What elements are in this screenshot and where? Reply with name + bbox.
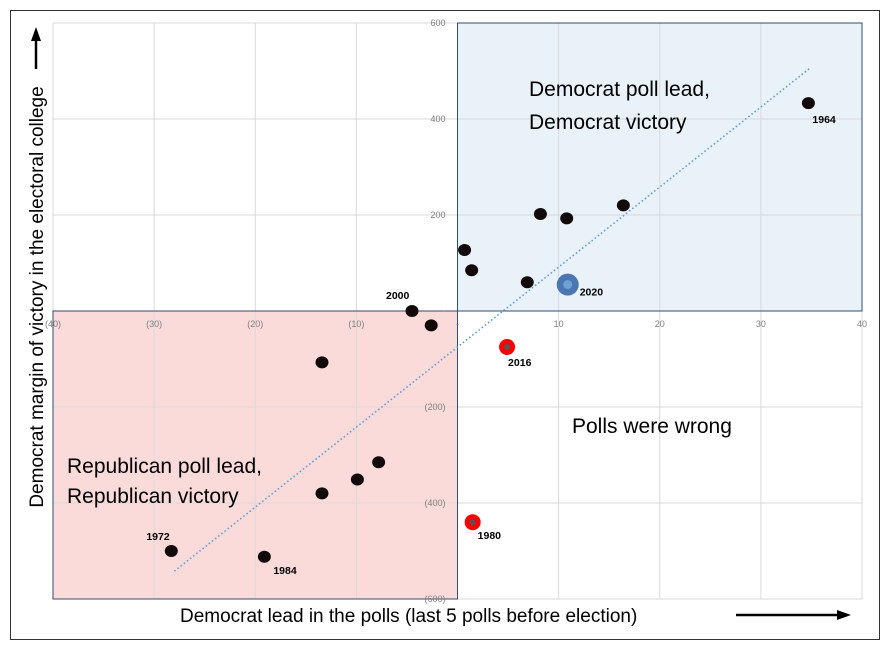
x-tick-label-6: 20	[655, 319, 665, 329]
dem-region-label-line2: Democrat victory	[529, 111, 687, 134]
point-14	[315, 487, 329, 500]
y-tick-label-3: -	[443, 306, 446, 316]
point-11	[315, 356, 329, 369]
y-tick-label-1: 400	[430, 114, 445, 124]
point-label-2020: 2020	[580, 287, 604, 299]
labels-layer: Democrat poll lead, Democrat victory Rep…	[27, 78, 732, 627]
y-axis-title: Democrat margin of victory in the electo…	[27, 86, 48, 507]
point-label-1972: 1972	[146, 531, 170, 543]
point-6	[520, 276, 534, 289]
rep-region-border	[52, 310, 458, 600]
y-tick-label-2: 200	[430, 210, 445, 220]
x-tick-label-2: (20)	[247, 319, 263, 329]
rep-region-label-line2: Republican victory	[67, 485, 239, 508]
point-label-2016: 2016	[508, 357, 532, 369]
y-tick-label-6: (600)	[424, 594, 445, 604]
x-tick-label-7: 30	[756, 319, 766, 329]
polls-wrong-annotation: Polls were wrong	[572, 415, 732, 438]
point-2	[533, 208, 547, 221]
point-5	[465, 264, 479, 277]
grid-layer	[52, 22, 863, 600]
point-12	[372, 456, 386, 469]
point-3	[560, 212, 574, 225]
point-label-1980: 1980	[478, 530, 502, 542]
trendline	[173, 67, 810, 572]
point-2020-inner	[563, 280, 573, 290]
point-label-1964: 1964	[812, 114, 836, 126]
chart-frame: (40) (30) (20) (10) - 10 20 30 40 600 400 200 - (200)…	[10, 10, 880, 640]
y-tick-label-0: 600	[430, 18, 445, 28]
point-1972	[164, 545, 178, 557]
point-1964	[801, 97, 815, 110]
y-tick-label-5: (400)	[424, 498, 445, 508]
tick-labels: (40) (30) (20) (10) - 10 20 30 40 600 400 200 - (200)…	[45, 18, 867, 604]
point-1984	[257, 550, 271, 563]
x-tick-label-5: 10	[554, 319, 564, 329]
x-axis-arrow	[736, 610, 851, 620]
x-tick-label-4: -	[456, 319, 459, 329]
x-tick-label-0: (40)	[45, 319, 61, 329]
points-layer: 1964 2020 2000 2016 1980 1972 1984	[146, 97, 836, 577]
rep-region-label-line1: Republican poll lead,	[67, 455, 262, 478]
dem-region-label-line1: Democrat poll lead,	[529, 78, 710, 101]
x-tick-label-1: (30)	[146, 319, 162, 329]
x-axis-title: Democrat lead in the polls (last 5 polls…	[180, 606, 637, 627]
y-tick-label-4: (200)	[424, 402, 445, 412]
scatter-chart: (40) (30) (20) (10) - 10 20 30 40 600 400 200 - (200)…	[27, 18, 867, 627]
point-13	[350, 473, 364, 486]
point-1980-inner	[469, 519, 476, 526]
point-2000	[405, 305, 419, 317]
point-9	[424, 319, 438, 332]
x-tick-label-3: (10)	[348, 319, 364, 329]
point-label-1984: 1984	[273, 565, 297, 577]
point-label-2000: 2000	[386, 290, 410, 302]
x-tick-label-8: 40	[857, 319, 867, 329]
point-1	[616, 199, 630, 212]
y-axis-arrow	[31, 27, 41, 69]
dem-region-border	[457, 22, 863, 312]
point-2016-inner	[504, 344, 511, 350]
trendline-layer	[173, 67, 810, 572]
point-4	[458, 244, 472, 257]
